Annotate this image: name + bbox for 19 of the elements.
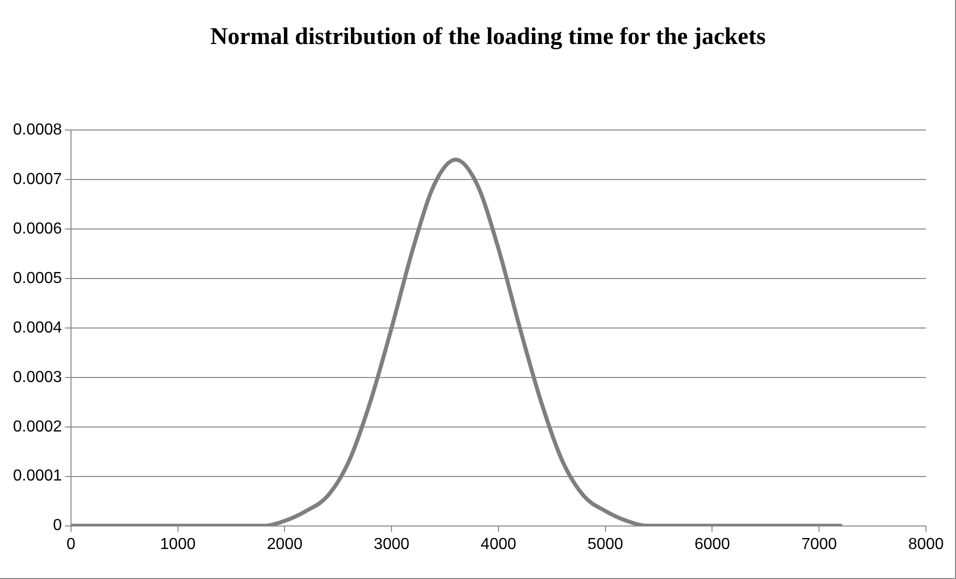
x-tick-label: 5000 bbox=[588, 536, 624, 553]
chart-title: Normal distribution of the loading time for the jackets bbox=[209, 23, 767, 52]
x-tick-label: 7000 bbox=[801, 536, 838, 553]
x-tick-label: 2000 bbox=[266, 536, 303, 553]
x-tick-label: 3000 bbox=[374, 536, 410, 553]
y-tick-label: 0.0008 bbox=[13, 121, 62, 138]
x-tick-label: 6000 bbox=[694, 536, 730, 553]
y-tick-label: 0.0005 bbox=[13, 270, 62, 287]
y-tick-label: 0 bbox=[53, 517, 62, 534]
y-tick-label: 0.0004 bbox=[13, 319, 62, 336]
x-tick-label: 8000 bbox=[908, 536, 944, 553]
y-tick-label: 0.0003 bbox=[13, 368, 62, 386]
y-tick-label: 0.0002 bbox=[13, 418, 62, 436]
x-tick-label: 0 bbox=[66, 536, 76, 553]
x-tick-label: 4000 bbox=[480, 536, 516, 553]
y-tick-label: 0.0001 bbox=[13, 468, 62, 485]
y-tick-label: 0.0007 bbox=[13, 170, 62, 188]
x-tick-label: 1000 bbox=[160, 536, 196, 553]
y-tick-label: 0.0006 bbox=[13, 220, 62, 238]
